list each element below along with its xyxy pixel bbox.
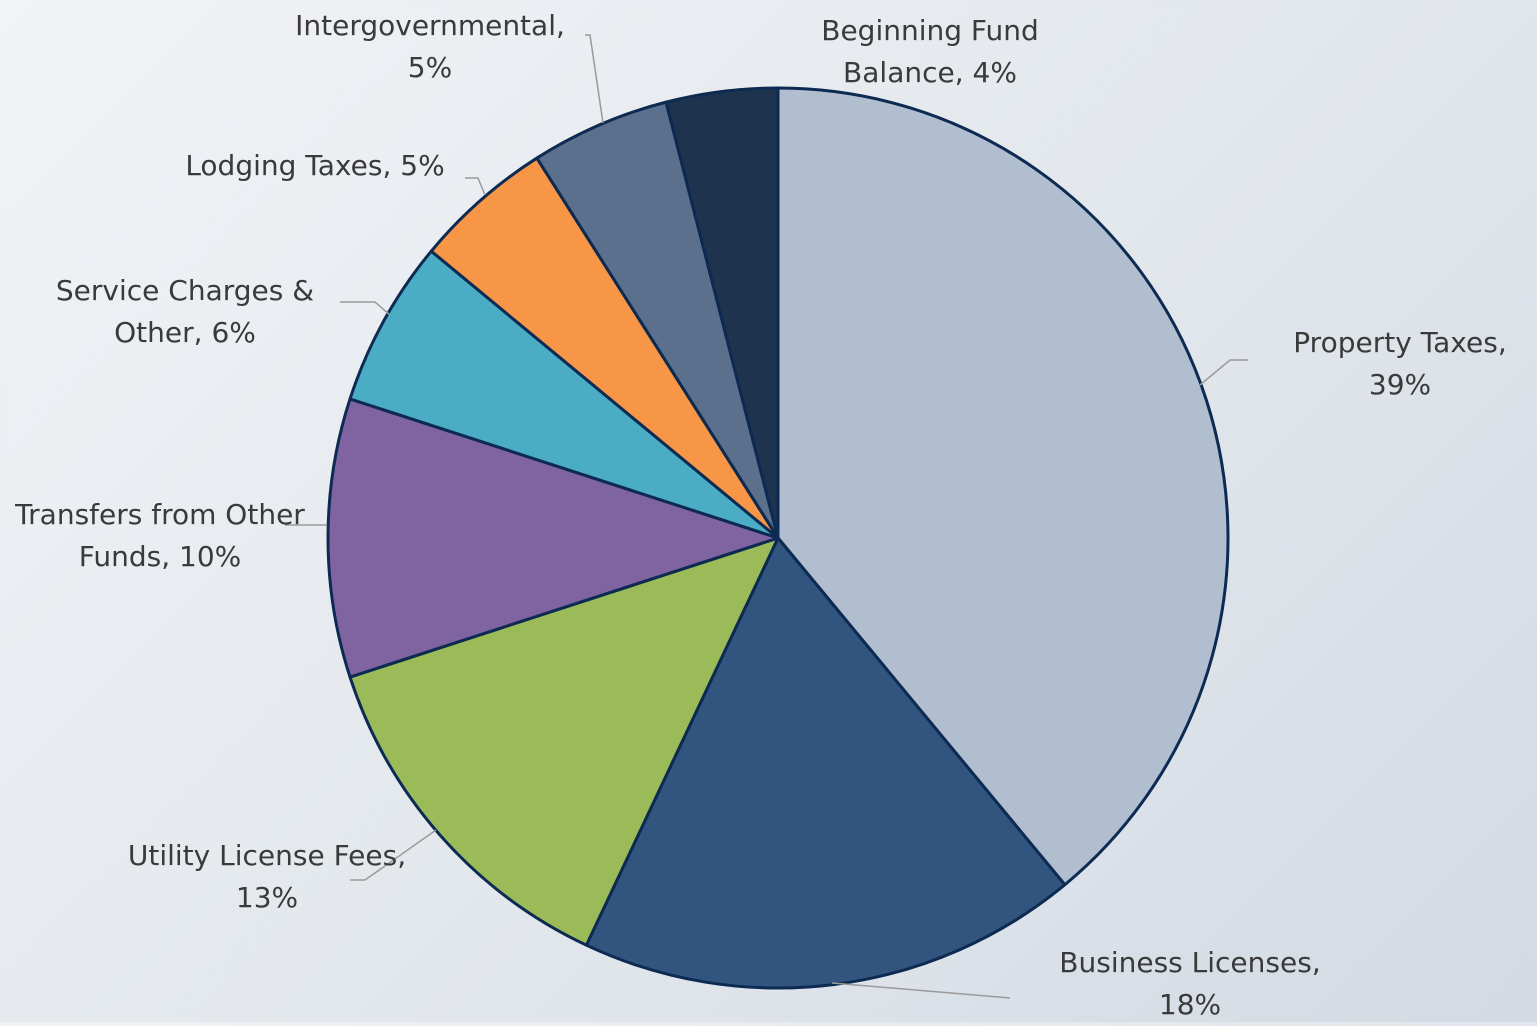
data-label: Transfers from Other Funds 10% xyxy=(10,494,310,578)
data-label: Intergovernmental 5% xyxy=(295,5,565,89)
category-name: Utility License Fees xyxy=(128,839,406,872)
data-label: Utility License Fees 13% xyxy=(127,835,407,919)
leader-line xyxy=(465,177,486,196)
leader-line xyxy=(1199,359,1248,386)
category-name: Property Taxes xyxy=(1293,326,1506,359)
leader-line xyxy=(350,829,437,881)
category-name: Business Licenses xyxy=(1059,946,1320,979)
value-label: 10% xyxy=(179,540,242,573)
leader-lines xyxy=(285,34,1248,999)
slices xyxy=(326,86,1230,990)
leader-line xyxy=(831,982,1011,999)
slice xyxy=(664,86,780,540)
value-label: 18% xyxy=(1158,988,1222,1021)
data-label: Service Charges & Other 6% xyxy=(30,270,340,354)
data-label: Lodging Taxes 5% xyxy=(185,145,444,187)
leader-line xyxy=(340,301,391,316)
data-label: Property Taxes 39% xyxy=(1293,322,1506,406)
slice xyxy=(348,536,780,947)
category-name: Lodging Taxes xyxy=(185,149,391,182)
value-label: 39% xyxy=(1368,368,1432,401)
value-label: 6% xyxy=(211,316,256,349)
leader-line xyxy=(585,34,604,124)
value-label: 13% xyxy=(235,881,299,914)
data-label: Beginning Fund Balance 4% xyxy=(795,10,1065,94)
data-label: Business Licenses 18% xyxy=(1059,942,1320,1026)
category-name: Transfers from Other Funds xyxy=(15,498,305,573)
slice xyxy=(326,397,780,679)
value-label: 4% xyxy=(972,56,1017,89)
slice xyxy=(348,249,780,540)
value-label: 5% xyxy=(400,149,445,182)
value-label: 5% xyxy=(407,51,453,84)
category-name: Service Charges & Other xyxy=(56,274,314,349)
slice xyxy=(776,86,1230,887)
slice xyxy=(584,536,1067,990)
category-name: Intergovernmental xyxy=(295,9,565,42)
